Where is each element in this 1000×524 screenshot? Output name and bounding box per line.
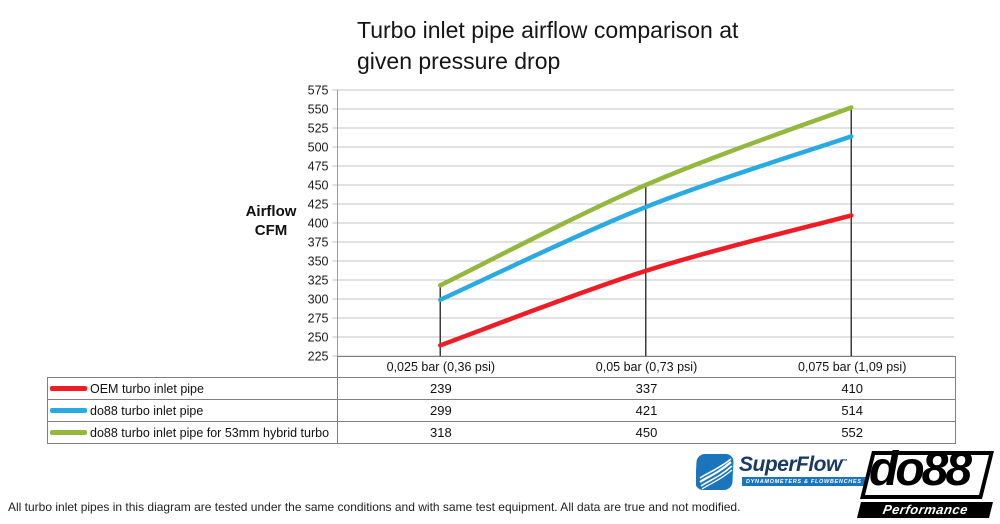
- value-cells: 318 450 552: [338, 422, 955, 443]
- svg-text:325: 325: [308, 274, 329, 288]
- legend-cell-do88-hybrid: do88 turbo inlet pipe for 53mm hybrid tu…: [48, 422, 338, 443]
- y-axis-label-line2: CFM: [254, 222, 288, 239]
- table-row-do88: do88 turbo inlet pipe 299 421 514: [48, 400, 955, 422]
- legend-label: do88 turbo inlet pipe for 53mm hybrid tu…: [90, 425, 330, 440]
- svg-text:550: 550: [308, 103, 329, 117]
- value-cell: 239: [429, 381, 452, 396]
- value-cell: 514: [841, 403, 864, 418]
- svg-text:425: 425: [308, 198, 329, 212]
- svg-text:300: 300: [308, 293, 329, 307]
- table-row-oem: OEM turbo inlet pipe 239 337 410: [48, 378, 955, 400]
- svg-text:250: 250: [308, 331, 329, 345]
- category-label-3: 0,075 bar (1,09 psi): [797, 360, 907, 374]
- do88-tagline: Performance: [881, 502, 969, 517]
- legend-swatch-red: [50, 386, 87, 391]
- svg-text:450: 450: [308, 179, 329, 193]
- footer-note: All turbo inlet pipes in this diagram ar…: [8, 500, 741, 514]
- legend-swatch-blue: [50, 408, 87, 413]
- category-label-2: 0,05 bar (0,73 psi): [595, 360, 698, 374]
- legend-cell-oem: OEM turbo inlet pipe: [48, 378, 338, 399]
- legend-label: OEM turbo inlet pipe: [90, 381, 204, 396]
- svg-text:500: 500: [308, 141, 329, 155]
- chart-title-line1: Turbo inlet pipe airflow comparison at: [357, 17, 739, 43]
- legend-label: do88 turbo inlet pipe: [90, 403, 204, 418]
- legend-swatch-green: [50, 430, 87, 435]
- value-cell: 410: [841, 381, 864, 396]
- svg-text:275: 275: [308, 312, 329, 326]
- superflow-logo: SuperFlow™ DYNAMOMETERS & FLOWBENCHES: [696, 452, 866, 494]
- do88-tagline-bar: Performance: [857, 502, 993, 518]
- value-cell: 552: [841, 425, 864, 440]
- legend-cell-do88: do88 turbo inlet pipe: [48, 400, 338, 421]
- superflow-icon: [696, 454, 734, 490]
- svg-text:225: 225: [308, 350, 329, 364]
- value-cell: 299: [429, 403, 452, 418]
- category-header-row: 0,025 bar (0,36 psi) 0,05 bar (0,73 psi)…: [337, 356, 956, 378]
- trademark-symbol: ™: [841, 459, 848, 465]
- svg-text:475: 475: [308, 160, 329, 174]
- superflow-tagline: DYNAMOMETERS & FLOWBENCHES: [742, 477, 866, 486]
- do88-logo: do88 Performance: [856, 443, 998, 521]
- value-cell: 318: [429, 425, 452, 440]
- value-cells: 299 421 514: [338, 400, 955, 421]
- value-cell: 450: [635, 425, 658, 440]
- chart-title: Turbo inlet pipe airflow comparison at g…: [357, 15, 877, 77]
- category-label-1: 0,025 bar (0,36 psi): [386, 360, 496, 374]
- airflow-chart: 225 250 275 300 325 350 375 400 425 450 475 500 525 5…: [308, 84, 954, 364]
- svg-text:350: 350: [308, 255, 329, 269]
- svg-text:400: 400: [308, 217, 329, 231]
- svg-text:525: 525: [308, 122, 329, 136]
- y-axis-label-line1: Airflow: [245, 203, 297, 220]
- value-cell: 421: [635, 403, 658, 418]
- svg-text:575: 575: [308, 84, 329, 98]
- table-row-do88-hybrid: do88 turbo inlet pipe for 53mm hybrid tu…: [48, 422, 955, 443]
- y-axis-label: Airflow CFM: [231, 202, 311, 240]
- results-table: OEM turbo inlet pipe 239 337 410 do88 tu…: [47, 377, 956, 444]
- value-cells: 239 337 410: [338, 378, 955, 399]
- value-cell: 337: [635, 381, 658, 396]
- chart-title-line2: given pressure drop: [357, 48, 561, 74]
- superflow-wordmark: SuperFlow™: [739, 453, 848, 476]
- do88-wordmark: do88: [869, 443, 972, 496]
- svg-text:375: 375: [308, 236, 329, 250]
